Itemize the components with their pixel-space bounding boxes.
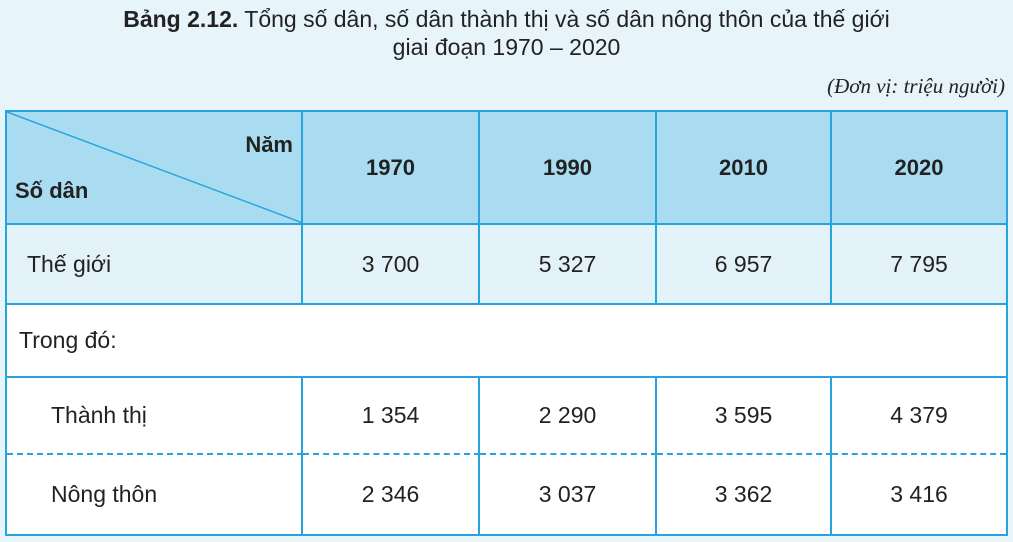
row-label: Thế giới [7,225,303,305]
column-header: 1990 [480,112,657,225]
corner-cell: Năm Số dân [7,112,303,225]
diagonal [7,112,303,224]
value-cell: 3 037 [480,455,657,534]
value-cell: 6 957 [657,225,832,305]
value-cell: 3 595 [657,378,832,455]
value-cell: 3 362 [657,455,832,534]
table-title: Tổng số dân, số dân thành thị và số dân … [244,6,890,32]
section-label: Trong đó: [7,305,1006,378]
value-cell: 5 327 [480,225,657,305]
value-cell: 3 416 [832,455,1006,534]
column-header: 2010 [657,112,832,225]
value-cell: 3 700 [303,225,480,305]
value-cell: 2 290 [480,378,657,455]
column-header: 1970 [303,112,480,225]
unit: (Đơn vị: triệu người) [827,74,1005,98]
value-cell: 7 795 [832,225,1006,305]
corner-top: Năm [245,132,293,157]
table-label: Bảng 2.12. [123,6,239,32]
value-cell: 2 346 [303,455,480,534]
table: Năm Số dân 1970 1990 2010 2020 Thế giới 3 700 5 … [5,110,1008,536]
row-label: Thành thị [7,378,303,455]
title-line: Bảng 2.12. Tổng số dân, số dân thành thị… [0,6,1013,33]
column-header: 2020 [832,112,1006,225]
value-cell: 4 379 [832,378,1006,455]
value-cell: 1 354 [303,378,480,455]
row-label: Nông thôn [7,455,303,534]
corner-bottom: Số dân [15,178,89,203]
title-line: giai đoạn 1970 – 2020 [392,34,621,60]
